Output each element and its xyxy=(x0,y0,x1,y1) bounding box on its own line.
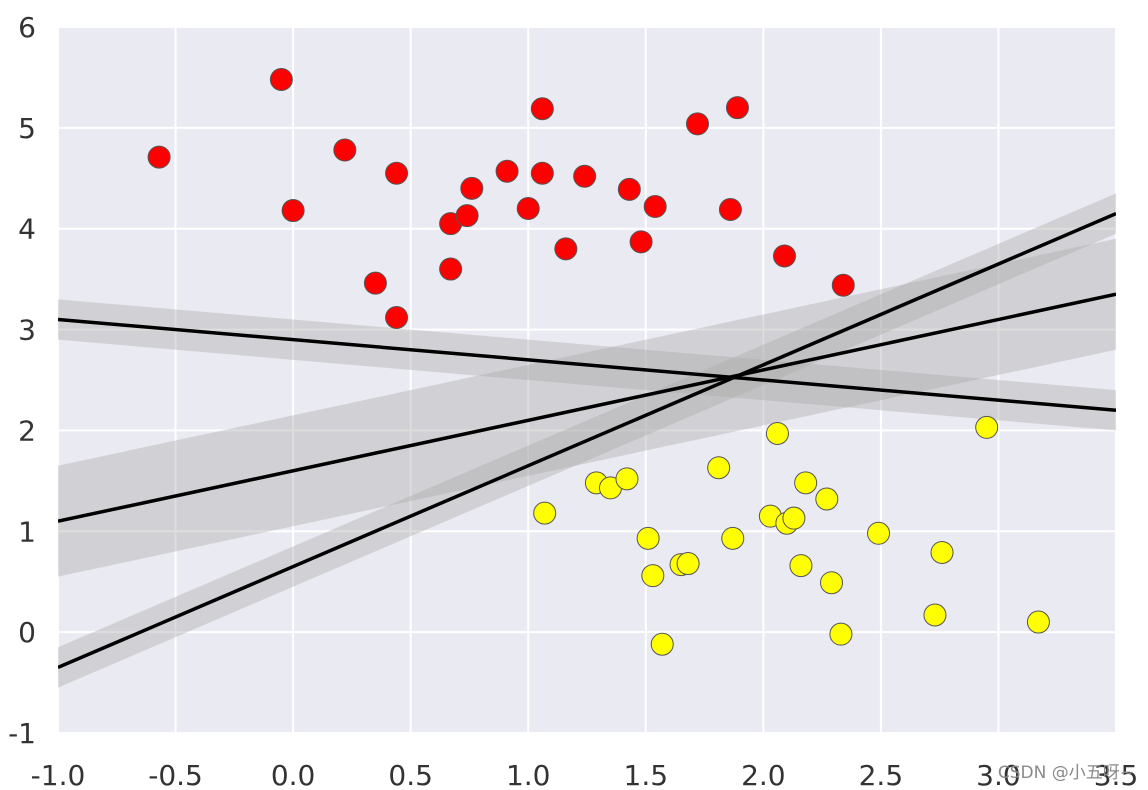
scatter-point xyxy=(831,273,855,297)
grid-lines xyxy=(57,26,1117,734)
scatter-point xyxy=(815,487,839,511)
scatter-point xyxy=(794,471,818,495)
scatter-point xyxy=(650,632,674,656)
scatter-point xyxy=(147,145,171,169)
y-tick-label: 6 xyxy=(18,11,36,44)
separating-line xyxy=(58,317,1116,413)
separating-lines xyxy=(58,211,1116,670)
scatter-point xyxy=(867,521,891,545)
x-axis-ticks: -1.0 -0.5 0.0 0.5 1.0 1.5 2.0 2.5 3.0 3.5 xyxy=(31,759,1139,790)
scatter-point xyxy=(930,540,954,564)
scatter-point xyxy=(439,257,463,281)
separating-line xyxy=(58,211,1116,670)
separating-line xyxy=(58,292,1116,523)
x-tick-label: -0.5 xyxy=(148,759,203,790)
x-tick-label: 1.0 xyxy=(506,759,551,790)
scatter-point xyxy=(615,467,639,491)
scatter-point xyxy=(333,138,357,162)
scatter-point xyxy=(530,161,554,185)
x-tick-label: 0.0 xyxy=(271,759,316,790)
x-tick-label: 3.0 xyxy=(976,759,1021,790)
scatter-point xyxy=(269,67,293,91)
scatter-point xyxy=(617,177,641,201)
scatter-point xyxy=(530,97,554,121)
scatter-point xyxy=(721,526,745,550)
scatter-point xyxy=(363,271,387,295)
scatter-point xyxy=(460,176,484,200)
scatter-point xyxy=(718,198,742,222)
scatter-point xyxy=(829,622,853,646)
y-tick-label: 3 xyxy=(18,314,36,347)
scatter-point xyxy=(636,526,660,550)
y-tick-label: 4 xyxy=(18,213,36,246)
data-points xyxy=(147,67,1050,656)
x-tick-label: 2.0 xyxy=(741,759,786,790)
y-tick-label: 1 xyxy=(18,515,36,548)
x-tick-label: -1.0 xyxy=(31,759,86,790)
y-axis-ticks: -1 0 1 2 3 4 5 6 xyxy=(8,11,36,750)
scatter-point xyxy=(455,204,479,228)
scatter-point xyxy=(385,305,409,329)
scatter-point xyxy=(641,564,665,588)
scatter-point xyxy=(554,237,578,261)
scatter-point xyxy=(281,199,305,223)
scatter-point xyxy=(975,415,999,439)
scatter-point xyxy=(643,195,667,219)
x-tick-label: 3.5 xyxy=(1094,759,1139,790)
scatter-point xyxy=(516,197,540,221)
y-tick-label: 5 xyxy=(18,112,36,145)
scatter-point xyxy=(772,244,796,268)
y-tick-label: 0 xyxy=(18,616,36,649)
scatter-point xyxy=(573,164,597,188)
x-tick-label: 1.5 xyxy=(624,759,669,790)
scatter-point xyxy=(1026,610,1050,634)
y-tick-label: 2 xyxy=(18,414,36,447)
scatter-point xyxy=(765,421,789,445)
scatter-point xyxy=(686,112,710,136)
x-tick-label: 2.5 xyxy=(859,759,904,790)
scatter-point xyxy=(495,159,519,183)
scatter-point xyxy=(782,506,806,530)
scatter-point xyxy=(820,571,844,595)
y-tick-label: -1 xyxy=(8,717,36,750)
watermark: CSDN @小五呀~ xyxy=(998,763,1134,783)
scatter-point xyxy=(533,501,557,525)
scatter-point xyxy=(725,96,749,120)
scatter-point xyxy=(789,554,813,578)
scatter-point xyxy=(629,230,653,254)
scatter-point xyxy=(923,603,947,627)
x-tick-label: 0.5 xyxy=(388,759,433,790)
scatter-point xyxy=(676,552,700,576)
scatter-point xyxy=(707,456,731,480)
scatter-point xyxy=(385,161,409,185)
